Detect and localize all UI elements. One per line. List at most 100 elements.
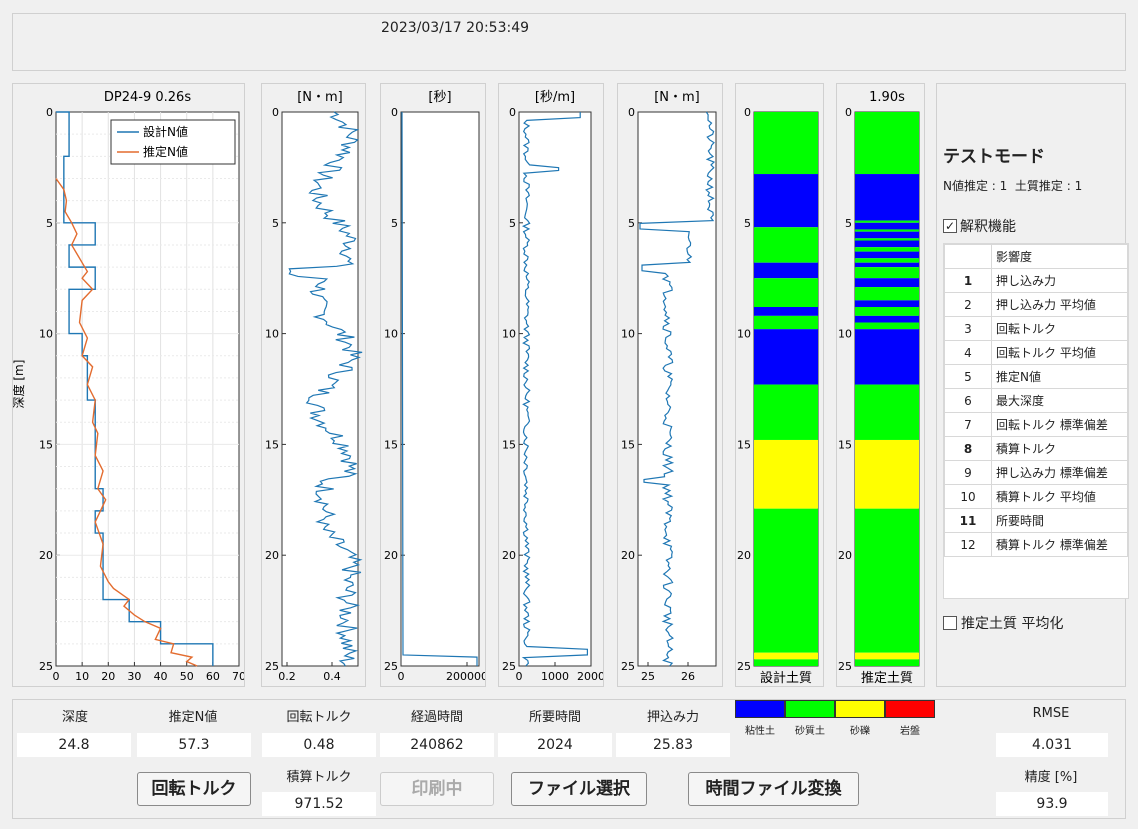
avg-checkbox-row[interactable]: 推定土質 平均化 xyxy=(943,613,1063,633)
soil-layer xyxy=(855,240,919,248)
time-xtick: 0 xyxy=(398,670,405,683)
time-file-convert-button[interactable]: 時間ファイル変換 xyxy=(688,772,859,806)
soil-layer xyxy=(754,384,818,440)
push-ytick: 0 xyxy=(628,106,635,119)
soil-layer xyxy=(855,174,919,221)
importance-feature: 推定N値 xyxy=(991,364,1128,389)
time-title: [秒] xyxy=(428,90,451,105)
interpret-checkbox-row[interactable]: ✓ 解釈機能 xyxy=(943,216,1016,236)
printing-button[interactable]: 印刷中 xyxy=(380,772,494,806)
nvalue-xtick: 50 xyxy=(180,670,194,683)
soil-design-ytick: 25 xyxy=(737,660,751,673)
importance-rank: 2 xyxy=(944,292,992,317)
soil-estimate-chart: 1.90s 0 5 10 15 20 25 推定土質 xyxy=(838,90,920,686)
cumulative-value: 971.52 xyxy=(262,792,376,816)
importance-row: 6 最大深度 xyxy=(944,388,1128,413)
soil-estimate-ytick: 5 xyxy=(845,217,852,230)
time-line xyxy=(401,111,478,666)
importance-rank: 12 xyxy=(944,532,992,557)
push-value: 25.83 xyxy=(616,733,730,757)
push-plot-panel: [N・m] 0 5 10 15 20 25 25 26 xyxy=(617,83,723,687)
soil-estimate-ytick: 0 xyxy=(845,106,852,119)
time-ytick: 25 xyxy=(384,660,398,673)
soil-design-ytick: 5 xyxy=(744,217,751,230)
importance-feature: 押し込み力 標準偏差 xyxy=(991,460,1128,485)
soil-layer xyxy=(855,247,919,252)
nvalue-ytick: 0 xyxy=(46,106,53,119)
time-ytick: 5 xyxy=(391,217,398,230)
soil-layer xyxy=(754,315,818,330)
soil-layer xyxy=(855,508,919,653)
push-ytick: 20 xyxy=(621,549,635,562)
torque-plot-area xyxy=(281,111,359,667)
nvalue-value: 57.3 xyxy=(137,733,251,757)
soil-layer xyxy=(855,384,919,440)
depth-value: 24.8 xyxy=(17,733,131,757)
time-ytick: 0 xyxy=(391,106,398,119)
accuracy-value: 93.9 xyxy=(996,792,1108,816)
soil-layer xyxy=(855,287,919,301)
nvalue-plot-area xyxy=(55,111,240,667)
nvalue-xtick: 40 xyxy=(154,670,168,683)
elapsed-label: 経過時間 xyxy=(410,710,463,725)
nvalue-ytick: 15 xyxy=(39,438,53,451)
speed-ytick: 20 xyxy=(502,549,516,562)
mode-title: テストモード xyxy=(943,147,1045,167)
file-select-button[interactable]: ファイル選択 xyxy=(511,772,647,806)
required-label: 所要時間 xyxy=(528,710,581,725)
accuracy-label: 精度 [%] xyxy=(1024,770,1078,785)
soil-legend-label: 砂礫 xyxy=(850,726,870,737)
importance-feature: 回転トルク 標準偏差 xyxy=(991,412,1128,437)
importance-feature: 積算トルク 平均値 xyxy=(991,484,1128,509)
torque-label: 回転トルク xyxy=(286,710,352,725)
torque-ytick: 5 xyxy=(272,217,279,230)
nvalue-ytick: 25 xyxy=(39,660,53,673)
soil-legend: 粘性土 砂質土 砂礫 岩盤 xyxy=(735,700,938,740)
soil-layer xyxy=(855,112,919,175)
time-plot-area xyxy=(400,111,480,667)
torque-button[interactable]: 回転トルク xyxy=(137,772,251,806)
importance-rank: 6 xyxy=(944,388,992,413)
soil-design-ytick: 20 xyxy=(737,549,751,562)
soil-design-ytick: 15 xyxy=(737,438,751,451)
interpret-label: 解釈機能 xyxy=(960,219,1016,235)
importance-feature: 回転トルク 平均値 xyxy=(991,340,1128,365)
required-value: 2024 xyxy=(498,733,612,757)
push-plot-area xyxy=(637,111,717,667)
speed-xtick: 2000 xyxy=(577,670,603,683)
soil-layer xyxy=(855,659,919,666)
nvalue-xtick: 30 xyxy=(127,670,141,683)
soil-layer xyxy=(855,315,919,323)
torque-xtick: 0.4 xyxy=(323,670,341,683)
avg-checkbox[interactable] xyxy=(943,616,957,630)
soil-legend-label: 粘性土 xyxy=(745,726,775,737)
soil-design-label: 設計土質 xyxy=(760,670,812,686)
importance-feature: 回転トルク xyxy=(991,316,1128,341)
nvalue-xtick: 10 xyxy=(75,670,89,683)
soil-estimate-ytick: 10 xyxy=(838,328,852,341)
push-chart: [N・m] 0 5 10 15 20 25 25 26 xyxy=(621,90,717,683)
soil-layer xyxy=(754,439,818,509)
soil-design-ytick: 0 xyxy=(744,106,751,119)
interpret-checkbox[interactable]: ✓ xyxy=(943,219,957,233)
importance-feature: 押し込み力 平均値 xyxy=(991,292,1128,317)
importance-row: 3 回転トルク xyxy=(944,316,1128,341)
push-label: 押込み力 xyxy=(646,710,699,725)
speed-ytick: 5 xyxy=(509,217,516,230)
torque-title: [N・m] xyxy=(297,90,343,105)
speed-ytick: 25 xyxy=(502,660,516,673)
importance-row: 8 積算トルク xyxy=(944,436,1128,461)
importance-feature: 積算トルク 標準偏差 xyxy=(991,532,1128,557)
soil-layer xyxy=(754,659,818,666)
speed-ytick: 15 xyxy=(502,438,516,451)
time-ytick: 10 xyxy=(384,328,398,341)
nvalue-ytick: 10 xyxy=(39,328,53,341)
soil-layer xyxy=(754,174,818,228)
push-ytick: 15 xyxy=(621,438,635,451)
soil-legend-label: 砂質土 xyxy=(795,726,825,737)
soil-layer xyxy=(754,278,818,308)
time-ytick: 15 xyxy=(384,438,398,451)
importance-rank: 7 xyxy=(944,412,992,437)
